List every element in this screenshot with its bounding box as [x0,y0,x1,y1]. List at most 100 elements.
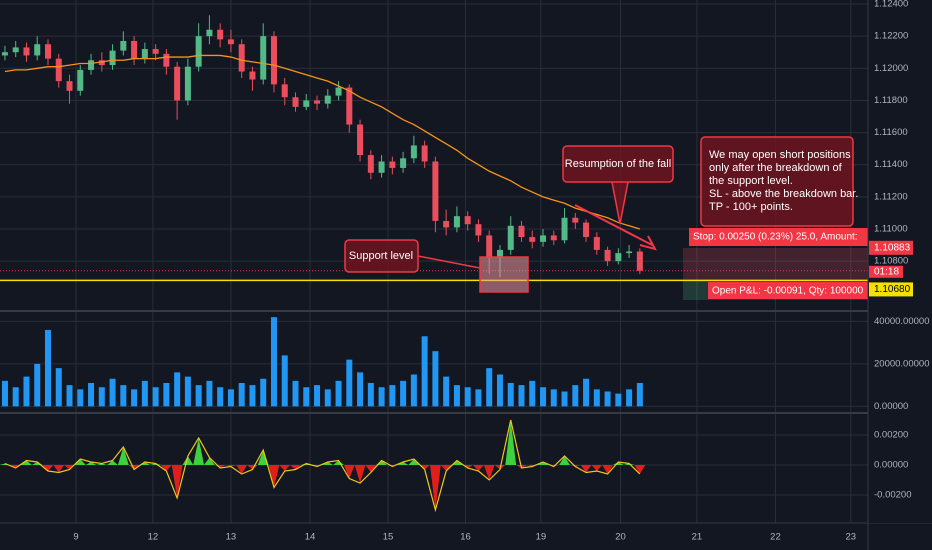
x-tick-label: 13 [226,532,237,543]
y-tick-label: 0.00000 [874,401,908,412]
candle-body [443,220,450,228]
volume-bar [357,372,364,407]
y-tick-label: -0.00200 [874,490,912,501]
oscillator-area [473,465,484,471]
candle-body [238,44,245,72]
support-connector [417,255,481,269]
oscillator-area [74,459,86,465]
note-line: SL - above the breakdown bar. [709,188,858,200]
oscillator-area [268,465,280,488]
oscillator-area [53,465,65,473]
oscillator-area [150,463,162,465]
candle-body [615,253,622,262]
oscillator-area [537,462,549,465]
oscillator-area [117,447,129,465]
oscillator-area [290,465,301,470]
candle-body [346,87,353,125]
volume-bar [561,391,568,407]
candle-body [410,145,417,159]
volume-bar [270,317,277,407]
x-tick-label: 16 [460,532,471,543]
candle-body [604,249,611,262]
annotations: Support level Resumption of the fall We … [344,136,868,299]
x-tick-label: 21 [692,532,703,543]
volume-bar [12,387,19,407]
candle-body [12,47,19,53]
volume-bar [66,385,73,407]
volume-bar [249,385,256,407]
volume-bar [34,363,41,407]
oscillator-area [21,460,32,465]
volume-bar [195,385,202,407]
candle-body [357,124,364,156]
candle-body [270,36,277,85]
volume-bar [217,387,224,407]
oscillator-area [182,456,194,465]
volume-bar [626,389,633,407]
oscillator-area [397,462,409,465]
oscillator-area [634,465,646,474]
oscillator-area [343,465,355,479]
candle-body [378,161,385,173]
volume-bar [518,385,525,407]
oscillator-area [236,465,248,474]
oscillator-area [483,465,495,480]
candle-body [636,251,643,271]
volume-bar [44,329,51,407]
volume-bar [496,374,503,407]
candle-body [88,60,95,70]
volume-bar [389,385,396,407]
x-tick-label: 22 [770,532,781,543]
price-axis [868,0,932,523]
volume-bar [238,382,245,407]
volume-bar [507,382,514,407]
candle-body [572,217,579,223]
y-tick-label: 0.00000 [874,460,908,471]
stop-price-bg [869,240,913,255]
y-tick-label: 1.11600 [874,127,908,138]
x-tick-label: 12 [148,532,159,543]
oscillator-area [429,465,441,510]
candle-body [217,29,224,40]
oscillator-line [4,419,641,513]
candle-body [44,44,51,59]
oscillator-area [602,465,613,474]
volume-bar [314,385,321,407]
support-price-bg [869,282,913,297]
volume-bar [540,387,547,407]
stop-price-label: 1.10883 [874,242,911,253]
candle-body [367,155,374,173]
volume-bar [131,389,138,407]
oscillator-area [279,465,291,471]
candle-body [464,216,471,225]
countdown-label: 01:18 [874,266,899,277]
candle-body [496,249,503,258]
note-line: the support level. [709,175,793,187]
candle-body [163,53,170,67]
volume-bar [109,378,116,407]
resumption-text: Resumption of the fall [565,158,671,170]
candle-body [34,44,41,56]
candle-body [583,222,590,238]
volume-bar [152,387,159,407]
y-tick-label: 1.10800 [874,256,908,267]
volume-bar [55,368,62,407]
x-tick-label: 14 [305,532,316,543]
note-line: only after the breakdown of [709,162,843,174]
candle-body [324,95,331,104]
axis-labels: 1.12400 1.12200 1.12000 1.11800 1.11600 1.114… [869,0,929,501]
resumption-callout [562,145,674,183]
trend-arrow-head [639,235,657,251]
oscillator-area [354,465,366,483]
candle-body [249,71,256,80]
candle-body [195,36,202,67]
x-tick-label: 23 [845,532,856,543]
candle-body [314,100,321,104]
oscillator-area [591,465,603,471]
y-tick-label: 1.12000 [874,63,908,74]
volume-bar [88,382,95,407]
volume-bar [227,389,234,407]
y-tick-label: 1.11200 [874,191,908,202]
marks [0,15,868,513]
